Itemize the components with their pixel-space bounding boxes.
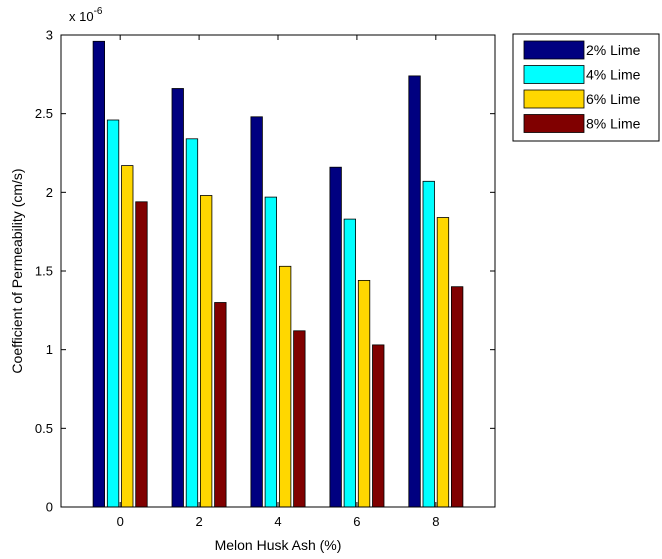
y-tick-label: 0.5	[35, 421, 53, 436]
legend-label: 8% Lime	[586, 116, 641, 132]
bar-4-lime-2	[185, 138, 199, 508]
bar-8-lime-8	[450, 286, 464, 508]
bar-4-lime-8	[422, 180, 435, 508]
legend-label: 2% Lime	[586, 42, 641, 58]
legend: 2% Lime 4% Lime 6% Lime 8% Lime	[512, 33, 660, 142]
y-tick-label: 2	[46, 185, 53, 200]
legend-swatch	[523, 89, 585, 109]
bars-group	[92, 40, 464, 508]
legend-label: 6% Lime	[586, 91, 641, 107]
bar-2-lime-0	[92, 40, 105, 508]
bar-6-lime-4	[278, 265, 292, 508]
x-tick-label: 6	[353, 514, 360, 529]
bar-2-lime-2	[171, 88, 184, 508]
bar-2-lime-6	[329, 166, 342, 508]
y-tick-label: 3	[46, 28, 53, 43]
x-tick-label: 8	[432, 514, 439, 529]
y-tick-label: 0	[46, 500, 53, 515]
x-tick-label: 2	[195, 514, 202, 529]
y-tick-label: 1.5	[35, 264, 53, 279]
bar-4-lime-0	[106, 119, 120, 508]
legend-swatch	[523, 40, 585, 60]
y-tick-label: 2.5	[35, 106, 53, 121]
legend-swatch	[523, 65, 585, 84]
x-tick-label: 0	[117, 514, 124, 529]
bar-6-lime-2	[199, 195, 213, 508]
y-tick-label: 1	[46, 342, 53, 357]
bar-6-lime-0	[121, 165, 134, 508]
bar-4-lime-4	[264, 196, 278, 508]
bar-8-lime-2	[214, 302, 227, 508]
bar-8-lime-6	[372, 344, 385, 508]
bar-8-lime-4	[293, 330, 306, 508]
axes-group: 0 0.5 1 1.5 2 2.5 3 0 2 4 6 8	[35, 28, 495, 529]
bar-8-lime-0	[135, 201, 148, 508]
legend-swatch	[523, 114, 585, 133]
bar-2-lime-8	[408, 75, 421, 508]
x-tick-label: 4	[274, 514, 281, 529]
y-axis-title: Coefficient of Permeability (cm/s)	[9, 168, 25, 373]
bar-2-lime-4	[250, 116, 263, 508]
bar-4-lime-6	[343, 218, 357, 508]
x-axis-title: Melon Husk Ash (%)	[215, 537, 342, 553]
y-axis-exponent-label: x 10-6	[69, 6, 103, 24]
legend-label: 4% Lime	[586, 67, 641, 83]
bar-6-lime-6	[357, 279, 371, 508]
bar-6-lime-8	[436, 217, 450, 508]
